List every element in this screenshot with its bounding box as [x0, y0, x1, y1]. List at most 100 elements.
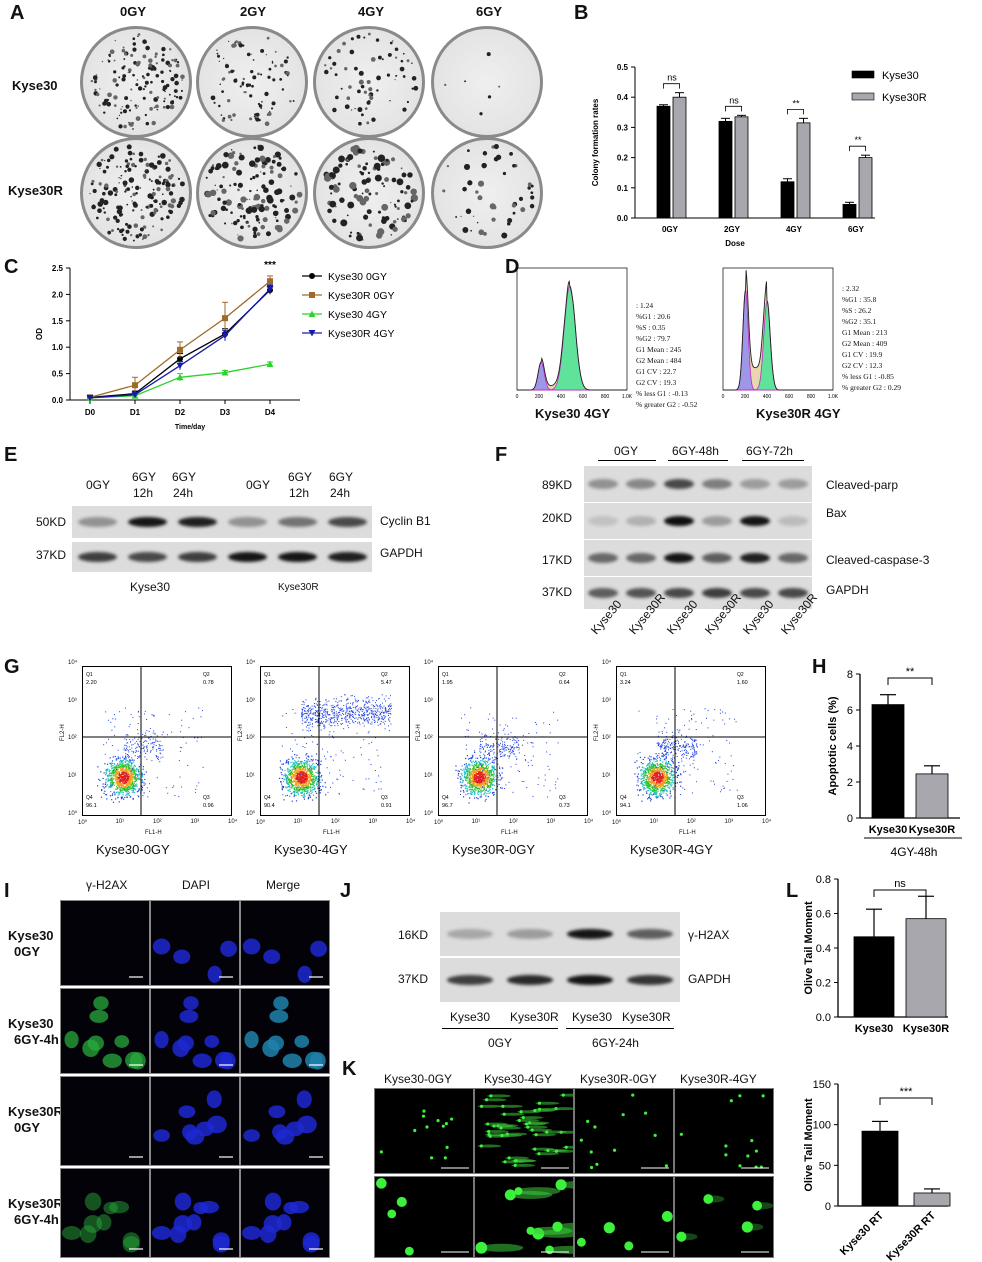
- colony: [367, 171, 371, 175]
- event-dot: [135, 778, 137, 781]
- event-dot: [294, 739, 296, 741]
- event-dot: [119, 793, 121, 796]
- event-dot: [289, 795, 291, 797]
- event-dot: [295, 757, 297, 759]
- event-dot: [126, 746, 128, 748]
- event-dot: [323, 709, 325, 711]
- event-dot: [306, 762, 308, 765]
- colony: [366, 100, 371, 105]
- event-dot: [310, 758, 312, 761]
- event-dot: [468, 758, 470, 760]
- event-dot: [327, 751, 329, 753]
- event-dot: [473, 791, 475, 793]
- bar: [718, 120, 733, 219]
- event-dot: [289, 770, 291, 773]
- event-dot: [488, 778, 490, 780]
- event-dot: [294, 789, 296, 791]
- colony: [155, 181, 159, 185]
- event-dot: [491, 774, 493, 777]
- event-dot: [492, 770, 495, 772]
- event-dot: [480, 785, 482, 787]
- event-dot: [136, 791, 138, 793]
- event-dot: [485, 771, 488, 773]
- colony: [246, 84, 249, 88]
- x-tick-label: 600: [785, 394, 794, 400]
- event-dot: [327, 791, 329, 793]
- event-dot: [128, 792, 130, 794]
- event-dot: [307, 768, 310, 770]
- event-dot: [161, 749, 163, 751]
- event-dot: [491, 784, 493, 786]
- colony: [404, 219, 407, 223]
- event-dot: [476, 782, 479, 784]
- event-dot: [383, 717, 385, 719]
- event-dot: [301, 715, 303, 717]
- event-dot: [301, 715, 303, 717]
- event-dot: [115, 718, 117, 720]
- event-dot: [372, 710, 374, 712]
- event-dot: [307, 724, 309, 726]
- event-dot: [480, 783, 482, 785]
- event-dot: [125, 747, 127, 749]
- y-tick-label: 0.0: [617, 214, 629, 223]
- event-dot: [349, 722, 351, 724]
- event-dot: [344, 717, 346, 719]
- event-dot: [347, 698, 349, 700]
- event-dot: [112, 767, 114, 769]
- event-dot: [118, 764, 120, 766]
- event-dot: [319, 712, 321, 714]
- colony: [389, 100, 391, 102]
- event-dot: [311, 791, 313, 793]
- event-dot: [465, 772, 467, 774]
- event-dot: [365, 701, 367, 703]
- colony: [492, 205, 497, 210]
- event-dot: [289, 772, 291, 774]
- colony: [284, 207, 290, 213]
- event-dot: [125, 778, 127, 780]
- event-dot: [332, 709, 334, 711]
- event-dot: [307, 770, 309, 772]
- histogram-line: [517, 279, 627, 391]
- colony: [267, 75, 271, 79]
- event-dot: [358, 717, 360, 719]
- colony: [233, 182, 237, 186]
- event-dot: [162, 756, 164, 758]
- event-dot: [304, 780, 306, 782]
- colony: [231, 150, 236, 155]
- event-dot: [179, 750, 181, 752]
- colony: [148, 204, 151, 206]
- colony: [115, 165, 119, 168]
- event-dot: [389, 705, 391, 707]
- colony: [142, 54, 147, 59]
- colony: [144, 80, 149, 85]
- event-dot: [144, 710, 146, 712]
- event-dot: [304, 768, 307, 770]
- x-tick-label: 200: [741, 394, 750, 400]
- event-dot: [301, 776, 303, 779]
- event-dot: [117, 784, 119, 786]
- event-dot: [385, 700, 387, 702]
- kd-label: 17KD: [542, 553, 573, 567]
- colony: [165, 186, 171, 192]
- colony: [136, 79, 139, 81]
- kd-label: 37KD: [36, 548, 67, 562]
- event-dot: [334, 706, 336, 708]
- event-dot: [489, 779, 491, 781]
- event-dot: [118, 772, 120, 774]
- colony: [118, 114, 120, 116]
- colony: [142, 238, 144, 240]
- event-dot: [380, 721, 382, 723]
- event-dot: [296, 788, 298, 790]
- event-dot: [151, 760, 153, 762]
- colony: [130, 233, 133, 237]
- colony: [96, 161, 102, 168]
- event-dot: [332, 706, 334, 708]
- event-dot: [289, 779, 291, 782]
- colony: [250, 53, 253, 55]
- event-dot: [373, 705, 375, 707]
- event-dot: [313, 777, 315, 779]
- event-dot: [361, 715, 363, 717]
- event-dot: [115, 765, 117, 768]
- colony: [337, 182, 341, 186]
- event-dot: [490, 773, 493, 775]
